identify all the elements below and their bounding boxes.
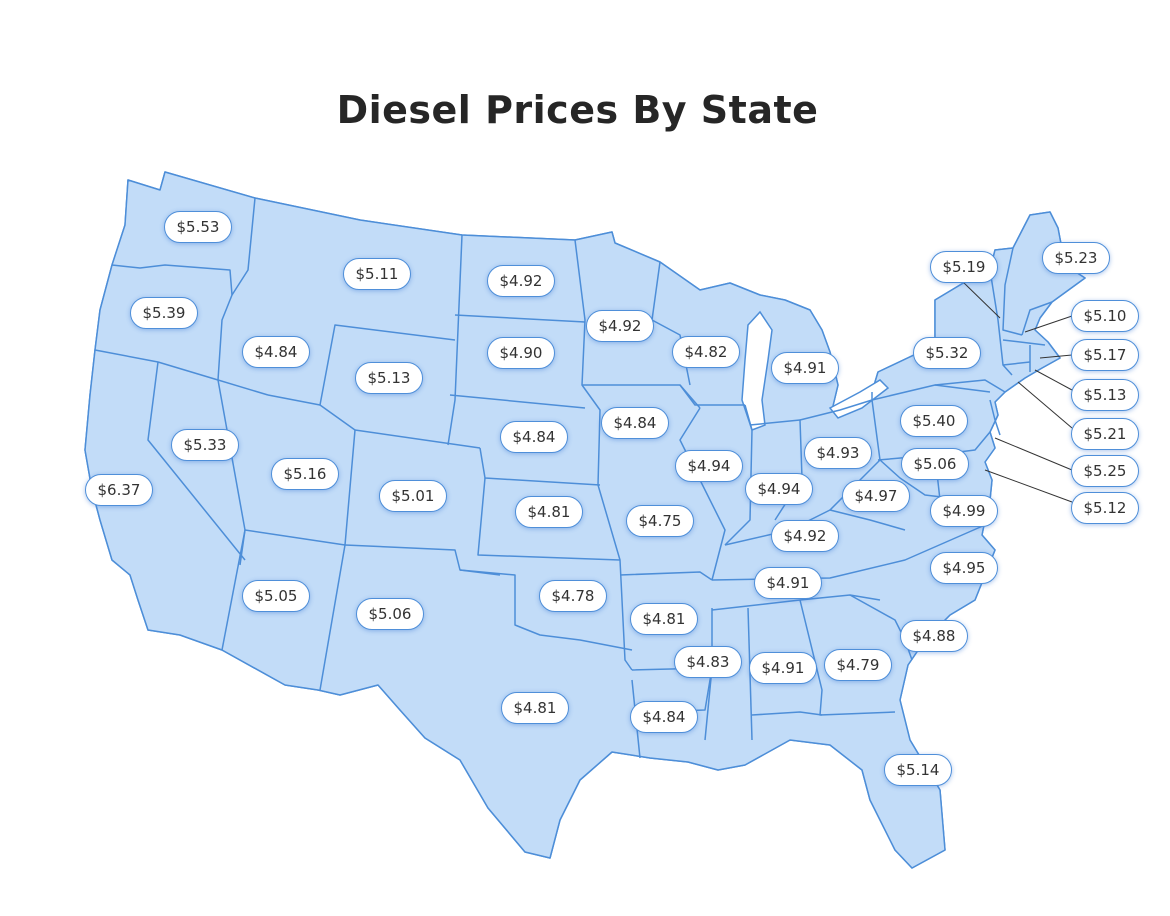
price-badge-ga: $4.79 [824,649,892,681]
price-badge-ut: $5.16 [271,458,339,490]
price-badge-nm: $5.06 [356,598,424,630]
price-badge-pa: $5.40 [900,405,968,437]
price-badge-la: $4.84 [630,701,698,733]
price-badge-mt: $5.11 [343,258,411,290]
price-badge-wy: $5.13 [355,362,423,394]
price-badge-ca: $6.37 [85,474,153,506]
price-badge-al: $4.91 [749,652,817,684]
price-badge-az: $5.05 [242,580,310,612]
price-badge-in: $4.94 [745,473,813,505]
price-badge-wv: $4.97 [842,480,910,512]
price-badge-sc: $4.88 [900,620,968,652]
price-badge-ar: $4.81 [630,603,698,635]
price-badge-co: $5.01 [379,480,447,512]
price-badge-fl: $5.14 [884,754,952,786]
price-badge-ri: $5.13 [1071,379,1139,411]
price-badge-vt: $5.19 [930,251,998,283]
price-badge-id: $4.84 [242,336,310,368]
map-title: Diesel Prices By State [336,88,819,132]
price-badge-wi: $4.82 [672,336,740,368]
price-badge-me: $5.23 [1042,242,1110,274]
price-badge-ia: $4.84 [601,407,669,439]
price-badge-nj: $5.25 [1071,455,1139,487]
price-badge-sd: $4.90 [487,337,555,369]
price-badge-ky: $4.92 [771,520,839,552]
price-badge-va: $4.99 [930,495,998,527]
price-badge-mi: $4.91 [771,352,839,384]
price-badge-nv: $5.33 [171,429,239,461]
price-badge-md: $5.06 [901,448,969,480]
price-badge-nh: $5.10 [1071,300,1139,332]
price-badge-ct: $5.21 [1071,418,1139,450]
price-badge-ne: $4.84 [500,421,568,453]
price-badge-nd: $4.92 [487,265,555,297]
price-badge-ny: $5.32 [913,337,981,369]
lake-michigan [741,310,773,431]
leader-lines [962,281,1073,503]
price-badge-nc: $4.95 [930,552,998,584]
price-badge-or: $5.39 [130,297,198,329]
price-badge-ok: $4.78 [539,580,607,612]
price-badge-de: $5.12 [1071,492,1139,524]
price-badge-tx: $4.81 [501,692,569,724]
price-badge-oh: $4.93 [804,437,872,469]
price-badge-il: $4.94 [675,450,743,482]
price-badge-ma: $5.17 [1071,339,1139,371]
price-badge-mo: $4.75 [626,505,694,537]
price-badge-ks: $4.81 [515,496,583,528]
price-badge-wa: $5.53 [164,211,232,243]
price-badge-tn: $4.91 [754,567,822,599]
price-badge-ms: $4.83 [674,646,742,678]
price-badge-mn: $4.92 [586,310,654,342]
